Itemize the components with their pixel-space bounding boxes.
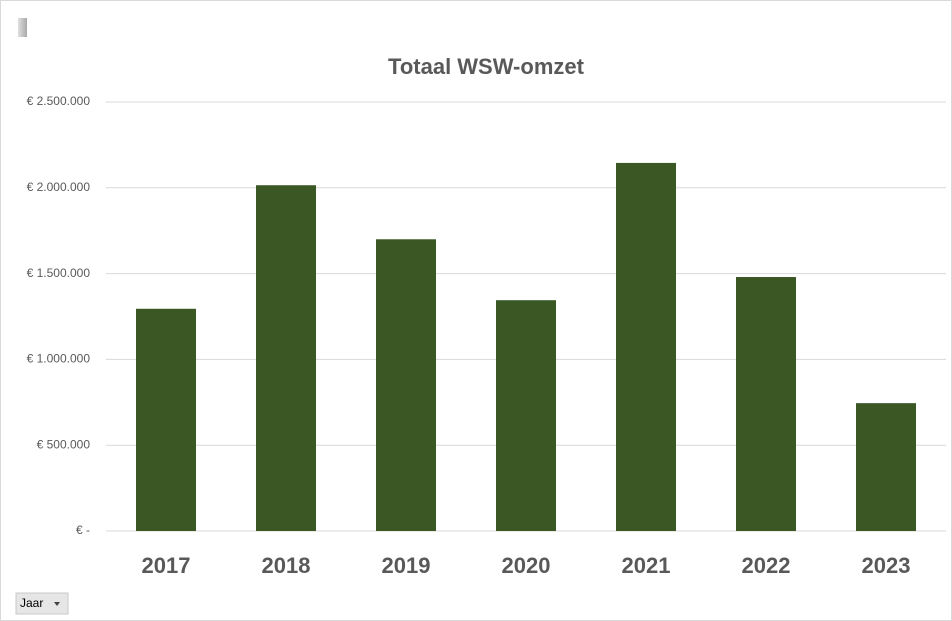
field-button[interactable]: Jaar (15, 592, 69, 615)
field-button-label[interactable]: Jaar (20, 596, 43, 610)
x-tick-label: 2019 (382, 553, 431, 578)
bar (496, 300, 556, 531)
y-tick-label: € 1.500.000 (27, 266, 91, 280)
y-tick-label: € 2.000.000 (27, 180, 91, 194)
dropdown-arrow[interactable] (54, 602, 60, 606)
y-tick-label: € - (76, 523, 90, 537)
bar (616, 162, 676, 531)
y-tick-label: € 1.000.000 (27, 352, 91, 366)
bar (136, 308, 196, 531)
y-tick-label: € 2.500.000 (27, 94, 91, 108)
bar (856, 403, 916, 531)
x-tick-label: 2017 (142, 553, 191, 578)
x-tick-label: 2018 (262, 553, 311, 578)
field-button-box[interactable] (15, 592, 69, 615)
x-tick-label: 2023 (862, 553, 911, 578)
x-tick-label: 2020 (502, 553, 551, 578)
resize-handle (18, 18, 27, 37)
x-tick-label: 2022 (742, 553, 791, 578)
y-tick-label: € 500.000 (37, 437, 91, 451)
bar (256, 185, 316, 531)
x-tick-label: 2021 (622, 553, 671, 578)
bar (736, 277, 796, 531)
bar (376, 239, 436, 531)
chart-title: Totaal WSW-omzet (388, 54, 585, 79)
